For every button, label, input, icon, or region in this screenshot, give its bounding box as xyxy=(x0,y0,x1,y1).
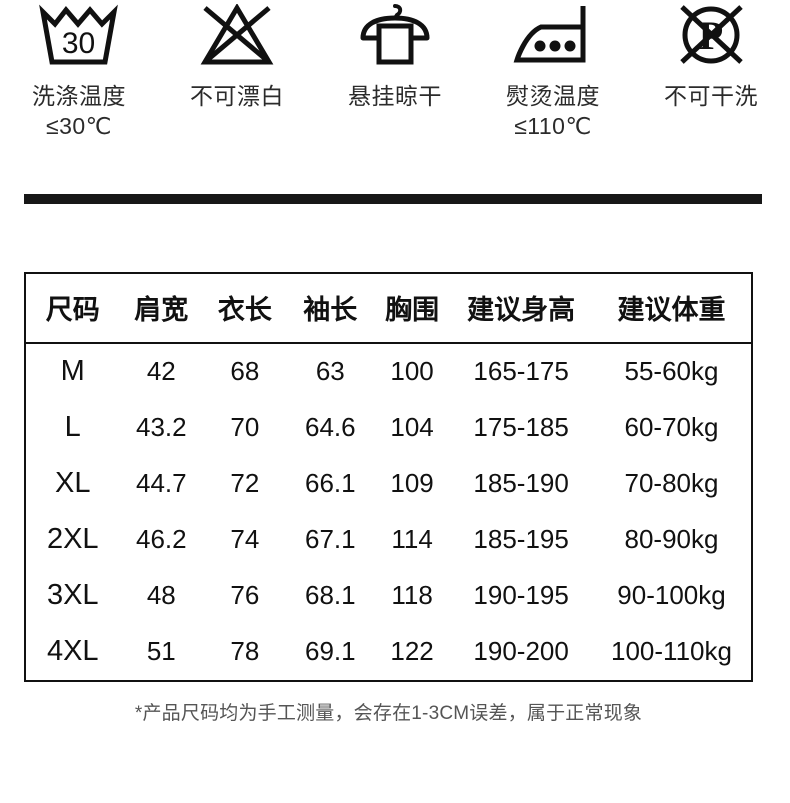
column-header-length: 衣长 xyxy=(203,272,287,344)
care-item-iron-temperature: 熨烫温度 ≤110℃ xyxy=(474,2,632,142)
column-header-height: 建议身高 xyxy=(450,272,592,344)
cell-sleeve: 66.1 xyxy=(305,468,356,499)
care-item-wash-temperature: 30 洗涤温度 ≤30℃ xyxy=(0,2,158,142)
care-instructions-row: 30 洗涤温度 ≤30℃ 不可漂白 悬挂晾干 xyxy=(0,0,790,142)
size-chart-table: 尺码 肩宽 衣长 袖长 胸围 建议身高 建议体重 M 42 68 63 100 … xyxy=(24,271,753,682)
cell-chest: 122 xyxy=(390,636,434,667)
table-row: M 42 68 63 100 165-175 55-60kg xyxy=(25,343,752,400)
do-not-bleach-icon xyxy=(191,2,283,70)
cell-sleeve: 63 xyxy=(315,356,345,387)
column-header-size: 尺码 xyxy=(25,272,120,344)
column-header-chest: 胸围 xyxy=(373,272,451,344)
cell-length: 70 xyxy=(230,412,260,443)
care-label-hang-dry: 悬挂晾干 xyxy=(348,83,442,109)
table-row: 4XL 51 78 69.1 122 190-200 100-110kg xyxy=(25,624,752,681)
cell-shoulder: 51 xyxy=(146,636,176,667)
cell-size: 3XL xyxy=(46,579,99,612)
cell-sleeve: 69.1 xyxy=(305,636,356,667)
cell-length: 76 xyxy=(230,580,260,611)
cell-length: 72 xyxy=(230,468,260,499)
table-row: L 43.2 70 64.6 104 175-185 60-70kg xyxy=(25,400,752,456)
cell-chest: 100 xyxy=(390,356,434,387)
cell-chest: 118 xyxy=(391,580,433,611)
care-item-hang-dry: 悬挂晾干 xyxy=(316,2,474,142)
cell-shoulder: 42 xyxy=(146,356,176,387)
cell-shoulder: 46.2 xyxy=(135,524,187,555)
cell-height: 185-190 xyxy=(473,468,569,499)
cell-shoulder: 48 xyxy=(146,580,176,611)
section-divider xyxy=(0,193,790,204)
cell-weight: 100-110kg xyxy=(611,636,732,667)
column-header-sleeve: 袖长 xyxy=(286,272,374,344)
cell-height: 165-175 xyxy=(473,356,569,387)
cell-length: 74 xyxy=(230,524,260,555)
table-header-row: 尺码 肩宽 衣长 袖长 胸围 建议身高 建议体重 xyxy=(25,272,752,344)
iron-three-dots-icon xyxy=(507,2,599,70)
cell-size: 4XL xyxy=(46,635,99,668)
hang-dry-icon xyxy=(349,2,441,70)
cell-weight: 70-80kg xyxy=(624,468,719,499)
wash-tub-30-icon: 30 xyxy=(33,2,125,70)
care-label-no-bleach: 不可漂白 xyxy=(190,83,284,109)
cell-weight: 90-100kg xyxy=(617,580,726,611)
cell-weight: 60-70kg xyxy=(624,412,719,443)
column-header-weight: 建议体重 xyxy=(592,272,752,344)
care-label-no-dry-clean: 不可干洗 xyxy=(664,83,758,109)
cell-sleeve: 67.1 xyxy=(305,524,356,555)
table-row: 3XL 48 76 68.1 118 190-195 90-100kg xyxy=(25,568,752,624)
care-label-iron-temperature: 熨烫温度 ≤110℃ xyxy=(506,83,600,139)
cell-shoulder: 44.7 xyxy=(135,468,187,499)
cell-shoulder: 43.2 xyxy=(135,412,187,443)
cell-length: 78 xyxy=(230,636,260,667)
divider-bar xyxy=(24,193,762,204)
measurement-disclaimer: *产品尺码均为手工测量，会存在1-3CM误差，属于正常现象 xyxy=(134,702,643,724)
cell-weight: 55-60kg xyxy=(624,356,719,387)
cell-size: L xyxy=(64,411,81,444)
cell-height: 190-195 xyxy=(473,580,569,611)
table-row: XL 44.7 72 66.1 109 185-190 70-80kg xyxy=(25,456,752,512)
care-item-no-dry-clean: P 不可干洗 xyxy=(632,2,790,142)
cell-height: 190-200 xyxy=(473,636,569,667)
cell-height: 185-195 xyxy=(473,524,569,555)
cell-size: XL xyxy=(55,467,91,500)
cell-length: 68 xyxy=(230,356,260,387)
care-label-wash-temperature: 洗涤温度 ≤30℃ xyxy=(32,83,126,139)
column-header-shoulder: 肩宽 xyxy=(119,272,204,344)
cell-chest: 104 xyxy=(390,412,434,443)
cell-chest: 109 xyxy=(390,468,434,499)
cell-sleeve: 68.1 xyxy=(305,580,356,611)
size-chart-section: 尺码 肩宽 衣长 袖长 胸围 建议身高 建议体重 M 42 68 63 100 … xyxy=(0,271,790,725)
do-not-dry-clean-icon: P xyxy=(665,2,757,70)
cell-size: M xyxy=(60,355,85,388)
wash-temp-value: 30 xyxy=(62,27,95,60)
care-item-no-bleach: 不可漂白 xyxy=(158,2,316,142)
cell-size: 2XL xyxy=(46,523,99,556)
table-row: 2XL 46.2 74 67.1 114 185-195 80-90kg xyxy=(25,512,752,568)
cell-weight: 80-90kg xyxy=(624,524,719,555)
cell-sleeve: 64.6 xyxy=(305,412,356,443)
cell-height: 175-185 xyxy=(473,412,569,443)
cell-chest: 114 xyxy=(391,524,433,555)
